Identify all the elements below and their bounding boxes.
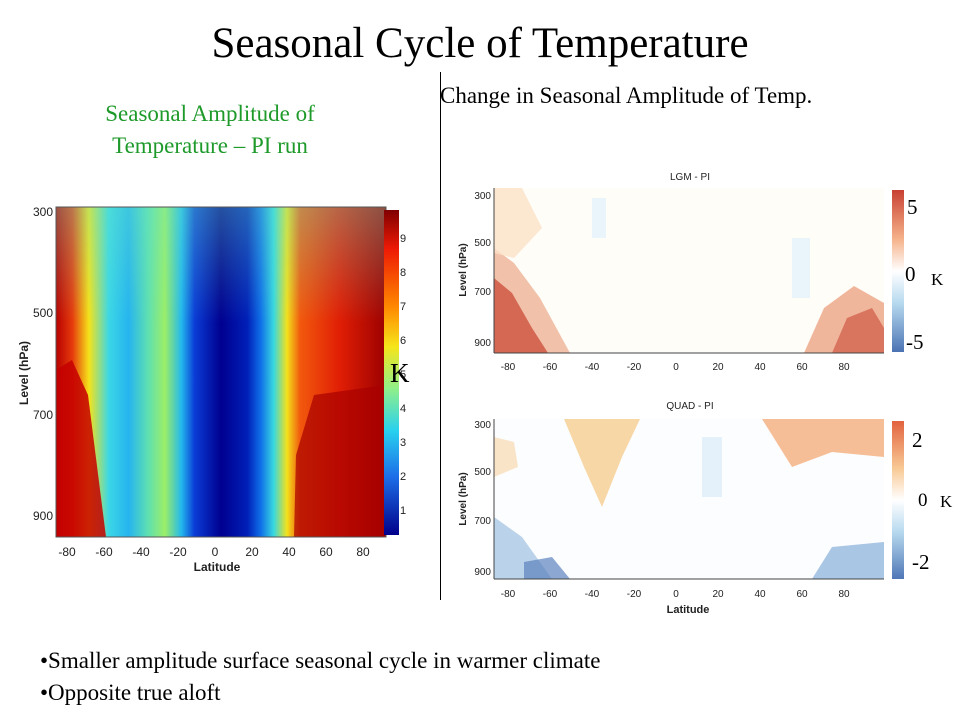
left-heading: Seasonal Amplitude of Temperature – PI r…	[30, 98, 390, 162]
quad-cool-patch	[702, 437, 722, 497]
bullet-item: •Opposite true aloft	[40, 680, 221, 705]
left-colorbar-unit: K	[390, 358, 410, 388]
lgm-cb-top-label: 5	[907, 195, 918, 219]
lgm-xtick: 0	[673, 362, 679, 373]
lgm-cb-mid-label: 0	[905, 262, 916, 286]
lgm-xtick: -40	[585, 362, 600, 373]
left-xtick: -20	[169, 545, 187, 559]
quad-ytick: 300	[474, 420, 491, 431]
lgm-cb-bottom-label: -5	[906, 330, 924, 354]
lgm-cool-patch	[592, 198, 606, 238]
left-plot-nh-deep-red	[294, 385, 386, 537]
left-contour-plot: 9 8 7 6 5 4 3 2 1 300 500 700 900 Level …	[17, 205, 406, 574]
lgm-ytick: 300	[474, 191, 491, 202]
left-cb-tick: 3	[400, 437, 406, 449]
left-cb-tick: 9	[400, 233, 406, 245]
left-xtick: -40	[132, 545, 150, 559]
lgm-nh-hot-patch	[832, 308, 884, 353]
left-ytick: 900	[33, 509, 53, 523]
lgm-colorbar	[892, 190, 904, 352]
slide-title: Seasonal Cycle of Temperature	[211, 20, 749, 67]
lgm-xtick: 40	[754, 362, 766, 373]
quad-xtick: 20	[712, 589, 724, 600]
lgm-xtick: -60	[543, 362, 558, 373]
quad-xtick: 60	[796, 589, 808, 600]
left-xtick: 0	[212, 545, 219, 559]
quad-cool-surface-sh-core	[524, 557, 570, 579]
quad-warm-aloft-nh	[762, 419, 884, 467]
left-heading-line1: Seasonal Amplitude of	[105, 101, 315, 126]
quad-xtick: 0	[673, 589, 679, 600]
left-heading-line2: Temperature – PI run	[112, 133, 308, 158]
lgm-xtick: 20	[712, 362, 724, 373]
left-ytick: 300	[33, 205, 53, 219]
left-cb-tick: 7	[400, 301, 406, 313]
left-cb-tick: 8	[400, 267, 406, 279]
quad-ytick: 900	[474, 567, 491, 578]
left-colorbar	[384, 210, 399, 535]
left-xtick: -80	[58, 545, 76, 559]
bullet-list: •Smaller amplitude surface seasonal cycl…	[40, 645, 600, 709]
lgm-xtick: 60	[796, 362, 808, 373]
quad-ytick: 700	[474, 516, 491, 527]
lgm-ytick: 500	[474, 238, 491, 249]
left-xtick: 40	[282, 545, 296, 559]
quad-ylabel: Level (hPa)	[458, 472, 469, 525]
lgm-title: LGM - PI	[670, 172, 710, 183]
lgm-xtick: 80	[838, 362, 850, 373]
left-cb-tick: 2	[400, 471, 406, 483]
lgm-xtick: -20	[627, 362, 642, 373]
quad-xtick: -20	[627, 589, 642, 600]
quad-xlabel: Latitude	[667, 604, 710, 616]
left-xtick: 80	[356, 545, 370, 559]
quad-cb-bottom-label: -2	[912, 550, 930, 574]
quad-warm-aloft-sh-left	[494, 437, 518, 477]
lgm-sh-upper-warm	[494, 188, 542, 258]
left-cb-tick: 4	[400, 403, 406, 415]
quad-title: QUAD - PI	[666, 401, 713, 412]
quad-cb-mid-label: 0	[918, 490, 928, 511]
left-xtick: -60	[95, 545, 113, 559]
left-ytick: 700	[33, 408, 53, 422]
left-xtick: 60	[319, 545, 333, 559]
left-plot-sh-warm-wedge	[56, 360, 106, 537]
quad-xtick: -60	[543, 589, 558, 600]
quad-cool-surface-nh	[812, 542, 884, 579]
quad-warm-aloft-sh	[564, 419, 640, 507]
left-cb-tick: 5	[400, 369, 406, 381]
bullet-item: •Smaller amplitude surface seasonal cycl…	[40, 648, 601, 673]
left-ytick: 500	[33, 306, 53, 320]
quad-colorbar	[892, 421, 904, 579]
lgm-xtick: -80	[501, 362, 516, 373]
left-cb-tick: 1	[400, 505, 406, 517]
lgm-ytick: 900	[474, 338, 491, 349]
lgm-ylabel: Level (hPa)	[458, 243, 469, 296]
lgm-sh-hot-patch	[494, 278, 548, 353]
lgm-cb-unit: K	[931, 270, 944, 289]
quad-xtick: -40	[585, 589, 600, 600]
left-xtick: 20	[245, 545, 259, 559]
lgm-pi-plot: LGM - PI 300 500 700 900 Level (hPa) -80…	[458, 172, 904, 373]
left-xlabel: Latitude	[194, 560, 241, 574]
quad-xtick: 40	[754, 589, 766, 600]
quad-pi-plot: QUAD - PI 300 500 700 900 Level (hPa) -8…	[458, 401, 904, 616]
quad-xtick: 80	[838, 589, 850, 600]
lgm-ytick: 700	[474, 287, 491, 298]
lgm-cool-patch	[792, 238, 810, 298]
left-cb-tick: 6	[400, 335, 406, 347]
left-ylabel: Level (hPa)	[17, 341, 31, 405]
quad-cb-unit: K	[940, 492, 953, 511]
vertical-divider	[440, 72, 441, 600]
right-heading: Change in Seasonal Amplitude of Temp.	[440, 83, 813, 108]
quad-xtick: -80	[501, 589, 516, 600]
quad-ytick: 500	[474, 467, 491, 478]
quad-cb-top-label: 2	[912, 428, 923, 452]
